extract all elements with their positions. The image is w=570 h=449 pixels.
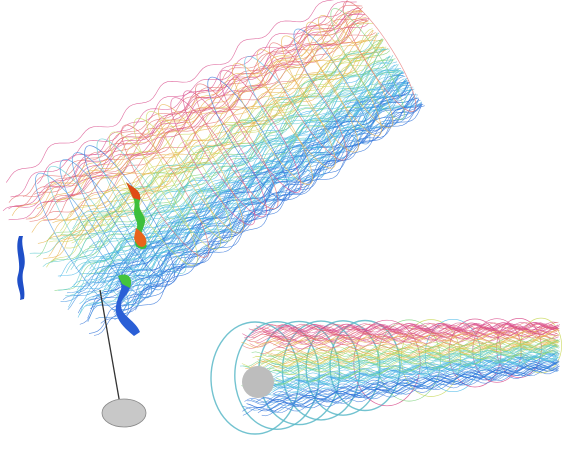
hub-disk [102,399,146,427]
wake-visualization [0,0,570,449]
blade [17,236,25,300]
page: (() => { const data = JSON.parse(documen… [0,0,570,449]
upper-wake [3,0,426,335]
streamline [121,106,424,323]
rotor-disk [242,366,274,398]
turbine-right [242,366,274,398]
streamline [56,22,368,202]
